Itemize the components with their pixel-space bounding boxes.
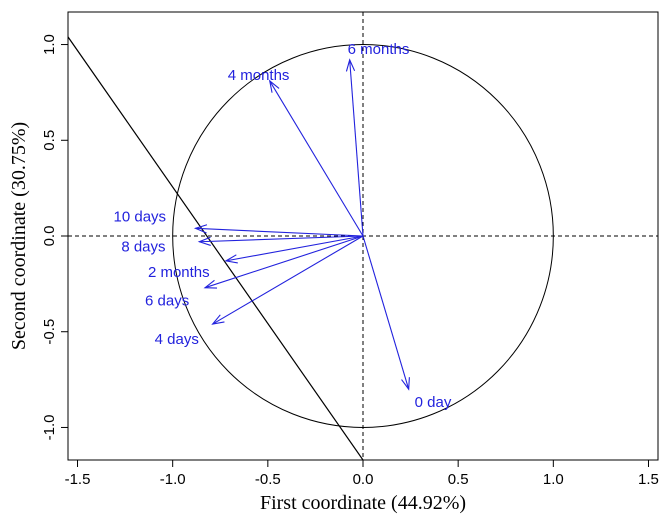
vector-label: 6 months: [348, 41, 410, 58]
vector-line: [199, 235, 364, 243]
vector-line: [195, 227, 364, 237]
x-tick-label: 1.5: [638, 471, 659, 488]
vector-arrowhead: [193, 224, 208, 234]
vector-arrowhead: [203, 279, 218, 289]
vector-line: [204, 235, 364, 289]
vector-label: 6 days: [145, 293, 189, 310]
vector-line: [362, 235, 410, 390]
vector-line: [225, 235, 364, 262]
vector-arrowhead: [224, 254, 238, 264]
y-tick-label: -0.5: [41, 319, 58, 345]
correlation-circle: [172, 44, 554, 428]
x-tick-label: -1.5: [65, 471, 91, 488]
y-tick-label: 0.0: [41, 226, 58, 247]
x-tick-label: -0.5: [255, 471, 281, 488]
vector-label: 4 days: [155, 331, 199, 348]
vector-arrowhead: [345, 58, 356, 72]
x-tick-label: 0.0: [353, 471, 374, 488]
vector-label: 4 months: [228, 67, 290, 84]
y-tick-label: 1.0: [41, 34, 58, 55]
vector-label: 2 months: [148, 264, 210, 281]
vector-arrowhead: [268, 79, 280, 93]
y-tick-label: 0.5: [41, 130, 58, 151]
y-axis-title: Second coordinate (30.75%): [8, 122, 30, 350]
vector-line: [349, 59, 364, 237]
diagonal-line: [68, 36, 364, 460]
vector-arrowhead: [197, 236, 211, 246]
x-tick-label: 0.5: [448, 471, 469, 488]
vector-line: [269, 80, 364, 237]
x-tick-label: 1.0: [543, 471, 564, 488]
x-tick-label: -1.0: [160, 471, 186, 488]
vector-label: 8 days: [121, 239, 165, 256]
vector-arrowhead: [211, 314, 225, 325]
vector-line: [212, 235, 364, 325]
vector-label: 0 day: [415, 394, 452, 411]
x-axis-title: First coordinate (44.92%): [260, 492, 466, 514]
vector-arrowhead: [401, 377, 410, 391]
vector-label: 10 days: [114, 208, 167, 225]
y-tick-label: -1.0: [41, 415, 58, 441]
